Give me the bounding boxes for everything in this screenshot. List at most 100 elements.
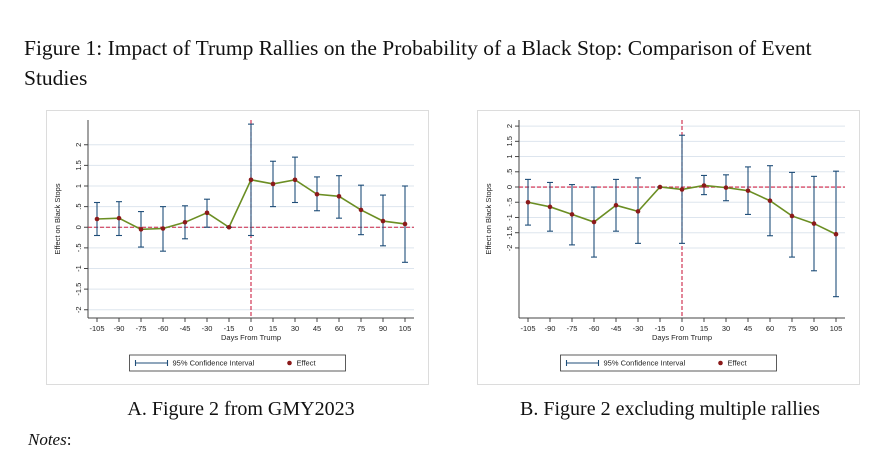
b-y-tick-label-5: .5 bbox=[505, 169, 514, 175]
b-y-tick-label-4: 0 bbox=[505, 185, 514, 189]
b-effect-point-9 bbox=[723, 185, 729, 190]
b-y-tick-label-1: -1.5 bbox=[505, 226, 514, 239]
a-x-tick-label-0: -105 bbox=[89, 324, 104, 333]
b-x-tick-label-10: 45 bbox=[744, 324, 752, 333]
b-x-tick-label-3: -60 bbox=[589, 324, 600, 333]
b-effect-point-3 bbox=[591, 219, 597, 225]
chart-panel-a: -2 -1.5 -1 -.5 0 .5 1 1.5 2 -105 -90 -75 -60 -45 -30 -1… bbox=[46, 110, 429, 385]
a-x-tick-label-4: -45 bbox=[180, 324, 191, 333]
notes-label-text: Notes bbox=[28, 430, 67, 449]
b-effect-point-10 bbox=[745, 188, 751, 193]
b-x-tick-label-12: 75 bbox=[788, 324, 796, 333]
a-effect-point-10 bbox=[314, 191, 320, 197]
a-x-tick-label-14: 105 bbox=[399, 324, 412, 333]
b-legend-effect-label: Effect bbox=[728, 359, 748, 368]
b-effect-point-1 bbox=[547, 204, 553, 210]
chart-panel-b: -2 -1.5 -1 -.5 0 .5 1 1.5 2 -105 -90 -75 -60 -45 -30 -1… bbox=[477, 110, 860, 385]
b-effect-point-14 bbox=[833, 231, 839, 237]
b-y-tick-label-3: -.5 bbox=[505, 198, 514, 207]
a-y-tick-label-0: -2 bbox=[74, 306, 83, 313]
a-effect-point-2 bbox=[138, 227, 144, 232]
a-effect-point-9 bbox=[292, 177, 298, 183]
a-x-tick-label-8: 15 bbox=[269, 324, 277, 333]
b-x-tick-label-9: 30 bbox=[722, 324, 730, 333]
b-effect-point-13 bbox=[811, 221, 817, 226]
a-y-tick-label-4: 0 bbox=[74, 225, 83, 229]
caption-panel-b: B. Figure 2 excluding multiple rallies bbox=[520, 398, 820, 420]
b-x-tick-label-14: 105 bbox=[830, 324, 843, 333]
b-x-tick-label-6: -15 bbox=[655, 324, 666, 333]
a-x-tick-label-2: -75 bbox=[136, 324, 147, 333]
a-effect-point-4 bbox=[182, 220, 188, 225]
b-x-tick-label-11: 60 bbox=[766, 324, 774, 333]
a-y-tick-label-6: 1 bbox=[74, 184, 83, 188]
a-x-tick-label-10: 45 bbox=[313, 324, 321, 333]
b-x-tick-label-8: 15 bbox=[700, 324, 708, 333]
a-effect-point-12 bbox=[358, 207, 364, 213]
b-y-tick-label-0: -2 bbox=[505, 245, 514, 252]
notes-label-colon: : bbox=[66, 430, 72, 449]
a-y-axis-title: Effect on Black Stops bbox=[53, 183, 62, 254]
a-x-tick-label-5: -30 bbox=[202, 324, 213, 333]
a-effect-point-3 bbox=[160, 226, 166, 231]
a-y-tick-label-3: -.5 bbox=[74, 243, 83, 252]
b-effect-point-6 bbox=[657, 184, 663, 190]
a-y-tick-label-2: -1 bbox=[74, 265, 83, 272]
a-x-tick-label-3: -60 bbox=[158, 324, 169, 333]
chart-b: -2 -1.5 -1 -.5 0 .5 1 1.5 2 -105 -90 -75 -60 -45 -30 -1… bbox=[477, 110, 860, 385]
b-x-tick-label-7: 0 bbox=[680, 324, 684, 333]
a-effect-point-5 bbox=[204, 210, 210, 216]
a-y-tick-label-5: .5 bbox=[74, 203, 83, 209]
b-x-tick-label-2: -75 bbox=[567, 324, 578, 333]
b-x-tick-label-5: -30 bbox=[633, 324, 644, 333]
a-x-tick-label-12: 75 bbox=[357, 324, 365, 333]
b-y-tick-label-7: 1.5 bbox=[505, 136, 514, 146]
figure-title: Figure 1: Impact of Trump Rallies on the… bbox=[24, 36, 812, 90]
b-y-tick-label-2: -1 bbox=[505, 214, 514, 221]
b-effect-point-0 bbox=[525, 199, 531, 205]
a-legend-effect-label: Effect bbox=[297, 359, 317, 368]
b-legend-ci-label: 95% Confidence Interval bbox=[604, 359, 686, 368]
a-x-tick-label-9: 30 bbox=[291, 324, 299, 333]
b-effect-point-11 bbox=[767, 198, 773, 204]
a-effect-point-7 bbox=[248, 177, 254, 183]
b-effect-point-5 bbox=[635, 209, 641, 214]
b-y-axis-title: Effect on Black Stops bbox=[484, 183, 493, 254]
b-effect-point-12 bbox=[789, 213, 795, 219]
b-effect-point-8 bbox=[701, 183, 707, 188]
a-legend-box bbox=[129, 354, 346, 372]
b-effect-point-7 bbox=[679, 187, 685, 192]
a-x-tick-label-7: 0 bbox=[249, 324, 253, 333]
a-legend-ci-label: 95% Confidence Interval bbox=[173, 359, 255, 368]
b-legend-effect-swatch bbox=[718, 360, 723, 366]
a-x-tick-label-6: -15 bbox=[224, 324, 235, 333]
a-effect-point-11 bbox=[336, 194, 342, 199]
b-x-tick-label-4: -45 bbox=[611, 324, 622, 333]
a-effect-point-6 bbox=[226, 224, 232, 230]
a-effect-point-8 bbox=[270, 181, 276, 187]
notes-label: Notes: bbox=[28, 430, 71, 450]
b-y-tick-label-6: 1 bbox=[505, 154, 514, 158]
a-legend-effect-swatch bbox=[287, 360, 292, 366]
b-x-axis-title: Days From Trump bbox=[652, 333, 712, 342]
b-x-tick-label-0: -105 bbox=[520, 324, 535, 333]
a-x-axis-title: Days From Trump bbox=[221, 333, 281, 342]
b-x-tick-label-1: -90 bbox=[545, 324, 556, 333]
a-x-tick-label-11: 60 bbox=[335, 324, 343, 333]
b-y-tick-label-8: 2 bbox=[505, 124, 514, 128]
a-x-tick-label-1: -90 bbox=[114, 324, 125, 333]
a-y-tick-label-8: 2 bbox=[74, 143, 83, 147]
b-effect-point-2 bbox=[569, 212, 575, 217]
a-y-tick-label-1: -1.5 bbox=[74, 283, 83, 296]
b-x-tick-label-13: 90 bbox=[810, 324, 818, 333]
b-effect-point-4 bbox=[613, 202, 619, 208]
b-legend-box bbox=[560, 354, 777, 372]
a-y-tick-label-7: 1.5 bbox=[74, 160, 83, 170]
a-effect-point-0 bbox=[94, 216, 100, 222]
a-effect-point-1 bbox=[116, 215, 122, 221]
a-effect-point-13 bbox=[380, 218, 386, 224]
a-effect-point-14 bbox=[402, 221, 408, 227]
chart-a: -2 -1.5 -1 -.5 0 .5 1 1.5 2 -105 -90 -75 -60 -45 -30 -1… bbox=[46, 110, 429, 385]
a-x-tick-label-13: 90 bbox=[379, 324, 387, 333]
caption-panel-a: A. Figure 2 from GMY2023 bbox=[127, 398, 355, 420]
